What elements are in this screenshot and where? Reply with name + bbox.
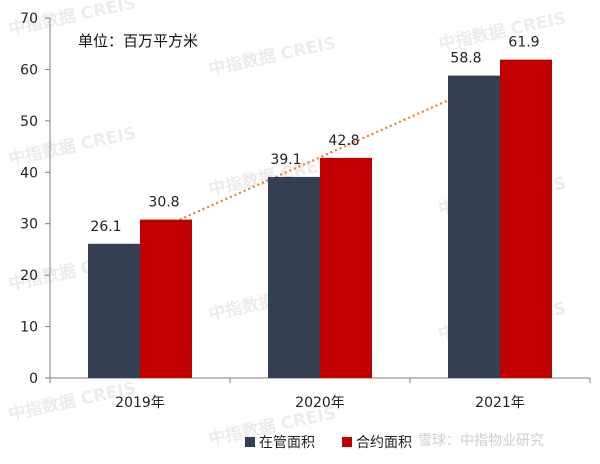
- data-label: 58.8: [450, 51, 481, 67]
- bar: [88, 243, 140, 378]
- data-label: 39.1: [270, 152, 301, 168]
- unit-label: 单位：百万平方米: [78, 32, 199, 50]
- watermark-text: 中指数据 CREIS: [207, 32, 338, 80]
- trend-layer: [165, 64, 527, 227]
- x-tick-label: 2019年: [115, 395, 165, 411]
- bar: [320, 157, 372, 378]
- source-label: 雪球：中指物业研究: [418, 433, 544, 449]
- y-tick-label: 0: [29, 371, 38, 387]
- bar: [268, 176, 320, 378]
- data-label: 30.8: [148, 195, 179, 211]
- legend-label: 合约面积: [356, 435, 412, 451]
- data-label: 42.8: [328, 133, 359, 149]
- watermark-text: 中指数据 CREIS: [437, 7, 568, 55]
- x-tick-label: 2020年: [295, 395, 345, 411]
- legend-swatch: [245, 437, 255, 447]
- label-layer: 26.1 39.1 58.8 30.8 42.8 61.9: [90, 35, 539, 235]
- y-tick-label: 70: [20, 11, 38, 27]
- y-tick-label: 10: [20, 320, 38, 336]
- y-tick-label: 60: [20, 62, 38, 78]
- legend-label: 在管面积: [259, 435, 315, 451]
- y-tick-label: 50: [20, 114, 38, 130]
- x-tick-label: 2021年: [475, 395, 525, 411]
- data-label: 26.1: [90, 219, 121, 235]
- bar: [140, 219, 192, 378]
- y-tick-label: 40: [20, 165, 38, 181]
- bar-layer: [88, 59, 552, 379]
- legend-swatch: [342, 437, 352, 447]
- y-tick-label: 20: [20, 268, 38, 284]
- bar: [448, 75, 500, 378]
- axis-layer: 0 10 20 30 40 50 60 70 2019年 2020年 2021年: [20, 11, 591, 411]
- data-label: 61.9: [508, 35, 539, 51]
- y-tick-label: 30: [20, 217, 38, 233]
- bar: [500, 59, 552, 379]
- trendline: [165, 64, 527, 227]
- legend: 在管面积 合约面积: [245, 435, 412, 451]
